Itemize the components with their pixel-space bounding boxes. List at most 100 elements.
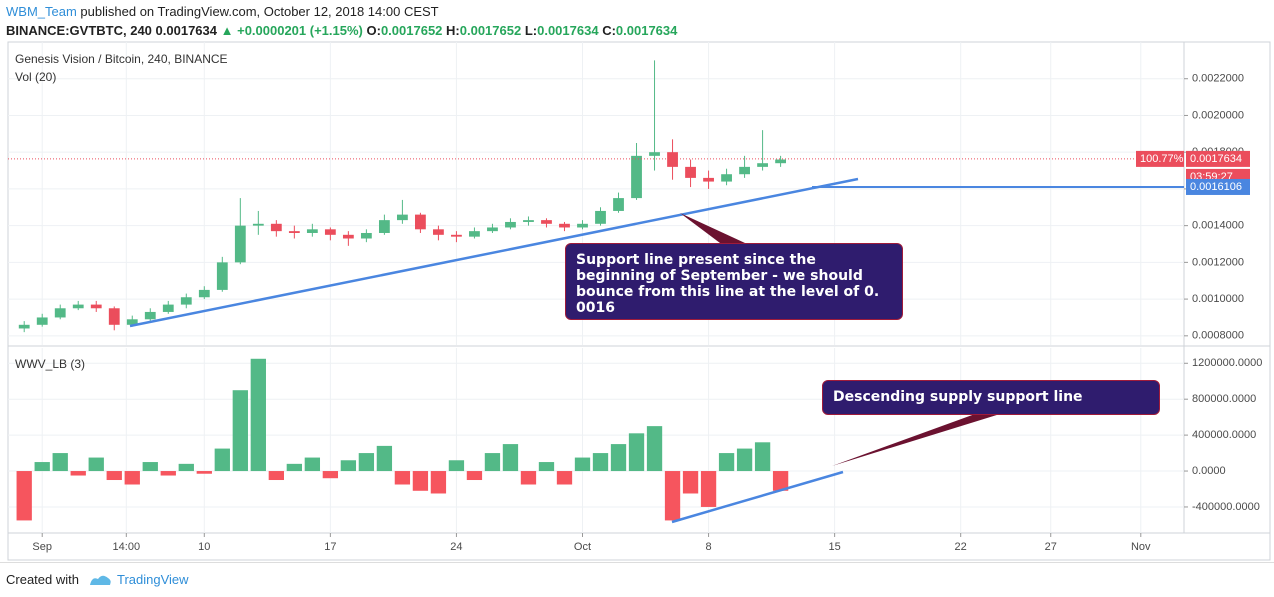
candle-body bbox=[667, 152, 678, 167]
bar bbox=[322, 471, 339, 479]
x-tick-label: Oct bbox=[574, 541, 591, 553]
header-line: WBM_Team published on TradingView.com, O… bbox=[6, 2, 677, 21]
price-line-label-box bbox=[1186, 178, 1250, 195]
last-price-label-box bbox=[1186, 150, 1250, 167]
bar bbox=[160, 471, 176, 476]
brand[interactable]: TradingView bbox=[117, 572, 189, 587]
bar bbox=[772, 471, 789, 491]
candle-body bbox=[18, 324, 30, 329]
y-tick-label: 1200000.0000 bbox=[1192, 357, 1262, 369]
published: published on TradingView.com, October 12… bbox=[80, 4, 439, 19]
y-tick-label: 400000.0000 bbox=[1192, 429, 1256, 441]
x-tick-label: 14:00 bbox=[113, 541, 141, 553]
ohlc-label: C: bbox=[602, 23, 616, 38]
candle-body bbox=[360, 232, 372, 239]
x-tick-label: 15 bbox=[828, 541, 840, 553]
candle-body bbox=[342, 234, 354, 239]
candle-body bbox=[685, 166, 696, 178]
bar bbox=[340, 460, 357, 472]
x-tick-label: 24 bbox=[450, 541, 462, 553]
bar bbox=[502, 444, 519, 472]
created: Created with bbox=[6, 572, 79, 587]
candle-body bbox=[505, 221, 516, 228]
bar bbox=[664, 471, 681, 521]
candle-body bbox=[306, 229, 318, 233]
y-tick-label: 0.0000 bbox=[1192, 465, 1226, 477]
bar bbox=[196, 471, 212, 474]
candle-body bbox=[451, 234, 462, 237]
bar bbox=[286, 463, 302, 472]
ohlc-value: 0.0017634 bbox=[615, 23, 678, 38]
candle-body bbox=[72, 304, 84, 309]
candle-body bbox=[54, 308, 66, 318]
candle-body bbox=[234, 225, 246, 263]
candle-body bbox=[739, 166, 750, 175]
x-tick-label: Nov bbox=[1131, 541, 1151, 553]
bar bbox=[178, 463, 194, 472]
bar bbox=[556, 471, 573, 485]
annotation: Support line present since the beginning… bbox=[565, 243, 903, 320]
bar bbox=[682, 471, 699, 494]
bar bbox=[592, 453, 609, 472]
candle-body bbox=[396, 214, 408, 221]
bar bbox=[610, 444, 627, 472]
bar bbox=[448, 460, 465, 472]
header: WBM_Team published on TradingView.com, O… bbox=[6, 2, 677, 40]
header-line: BINANCE:GVTBTC, 240 0.0017634 ▲ +0.00002… bbox=[6, 21, 677, 40]
bar bbox=[16, 471, 32, 521]
bar bbox=[646, 426, 663, 472]
bar bbox=[394, 471, 411, 485]
y-tick-label: 0.0014000 bbox=[1192, 220, 1244, 232]
change-label-box bbox=[1136, 150, 1184, 167]
candle-body bbox=[324, 229, 336, 235]
support-line bbox=[129, 177, 859, 328]
candle-body bbox=[162, 304, 174, 312]
candle-body bbox=[541, 220, 552, 224]
callout-pointer bbox=[680, 213, 745, 243]
chart: Genesis Vision / Bitcoin, 240, BINANCE V… bbox=[7, 41, 1271, 561]
bar bbox=[70, 471, 86, 476]
y-tick-label: 0.0010000 bbox=[1192, 293, 1244, 305]
author[interactable]: WBM_Team bbox=[6, 4, 77, 19]
last-price-label: 0.0017634 bbox=[1190, 153, 1242, 165]
chart-subtitle: Vol (20) bbox=[15, 70, 56, 84]
bar bbox=[268, 471, 284, 481]
y-tick-label: 800000.0000 bbox=[1192, 393, 1256, 405]
bar bbox=[376, 445, 393, 472]
candle-body bbox=[523, 220, 534, 222]
ohlc-value: 0.0017634 bbox=[537, 23, 599, 38]
candle-body bbox=[180, 297, 192, 305]
ohlc-label: L: bbox=[524, 23, 538, 38]
x-tick-label: 17 bbox=[324, 541, 336, 553]
candle-body bbox=[252, 223, 264, 226]
ohlc-value: 0.0017652 bbox=[380, 23, 443, 38]
bar bbox=[574, 457, 591, 472]
bar bbox=[34, 462, 50, 472]
change: ▲ +0.0000201 (+1.15%) bbox=[220, 23, 363, 38]
bar bbox=[538, 462, 555, 472]
y-tick-label: 0.0020000 bbox=[1192, 109, 1244, 121]
x-tick-label: Sep bbox=[32, 541, 52, 553]
price: 0.0017634 bbox=[155, 23, 217, 38]
candle-body bbox=[775, 159, 786, 164]
bar bbox=[250, 358, 266, 472]
candle-body bbox=[198, 289, 210, 298]
bar bbox=[466, 471, 483, 481]
x-tick-label: 8 bbox=[705, 541, 711, 553]
candle-body bbox=[90, 304, 102, 309]
x-tick-label: 22 bbox=[955, 541, 967, 553]
candle-body bbox=[270, 223, 282, 232]
candle-body bbox=[703, 177, 714, 182]
bar bbox=[412, 471, 429, 491]
x-tick-label: 27 bbox=[1045, 541, 1057, 553]
bar bbox=[304, 457, 321, 472]
candle-body bbox=[126, 319, 138, 325]
ohlc-value: 0.0017652 bbox=[459, 23, 522, 38]
candle-body bbox=[288, 231, 300, 233]
ohlc-label: O: bbox=[366, 23, 381, 38]
bar bbox=[520, 471, 537, 485]
bar bbox=[52, 453, 68, 472]
bar bbox=[628, 433, 645, 472]
y-tick-label: 0.0008000 bbox=[1192, 330, 1244, 342]
candle-body bbox=[469, 231, 480, 237]
